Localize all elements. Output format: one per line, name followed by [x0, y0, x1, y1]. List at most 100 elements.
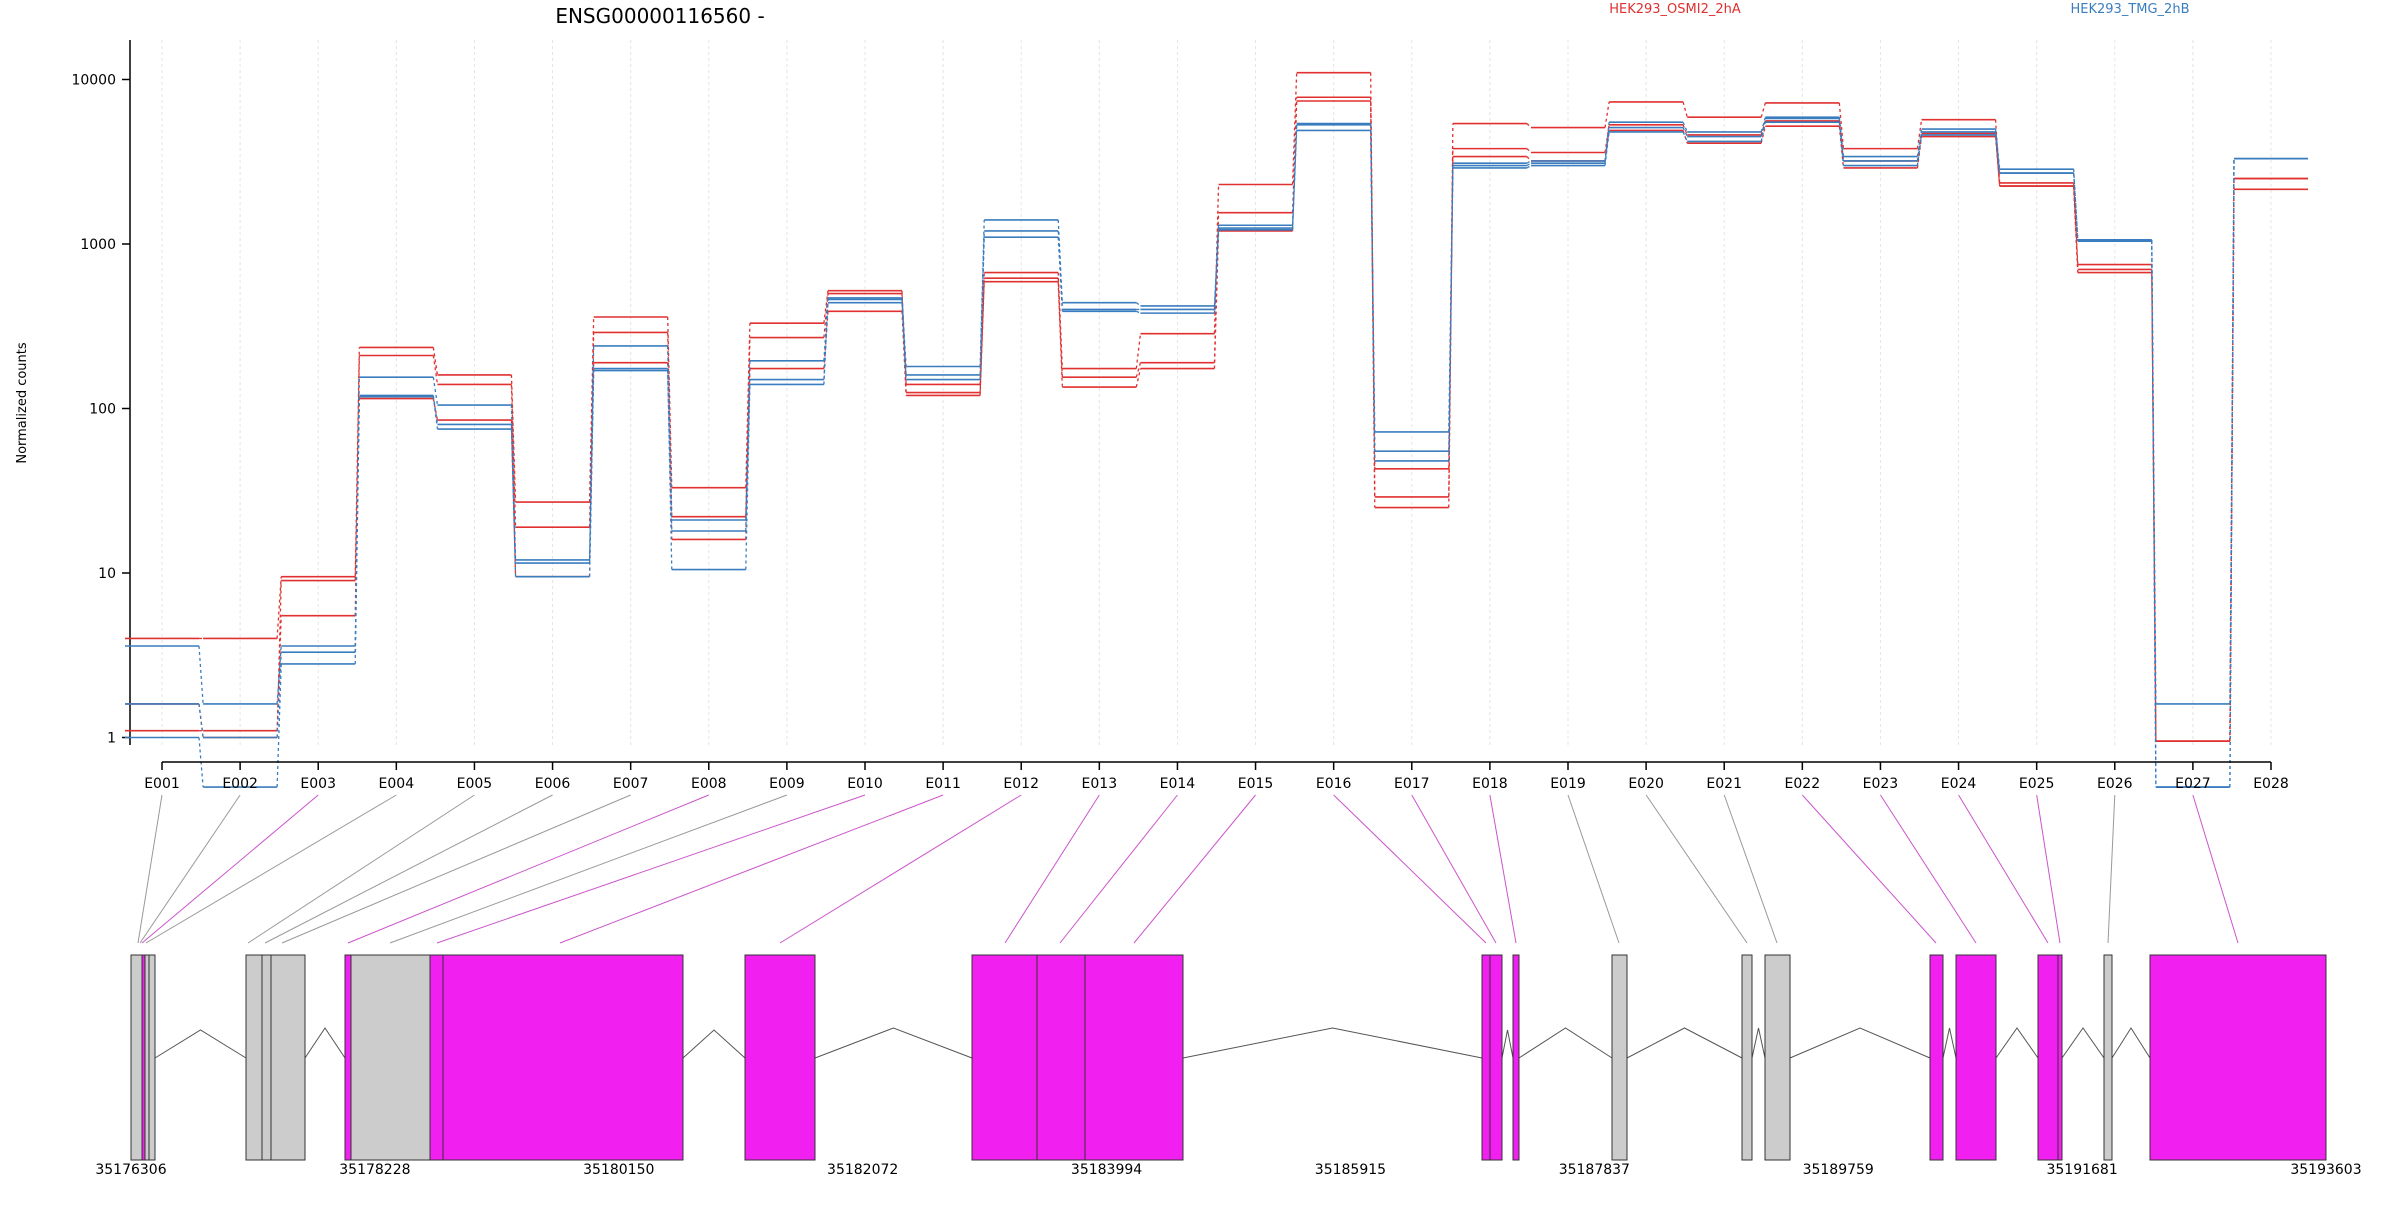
series-connector: [1526, 162, 1532, 167]
exon-box-significant: [971, 954, 1038, 1161]
exon-box-significant: [344, 954, 352, 1161]
exon-guide-lines: [137, 794, 2239, 944]
series-connector: [2073, 186, 2079, 273]
series-connector: [276, 645, 282, 704]
series-connector: [1370, 130, 1376, 461]
series-connector: [1448, 167, 1454, 461]
series-connector: [276, 576, 282, 639]
exon-box: [261, 954, 272, 1161]
exon-box-significant: [442, 954, 684, 1161]
x-tick-label: E010: [847, 776, 883, 792]
series-connector: [276, 663, 282, 788]
series-connector: [1682, 101, 1688, 118]
exon-box: [1741, 954, 1753, 1161]
series-connector: [1682, 124, 1688, 136]
intron-line: [814, 1027, 973, 1059]
exon-guide-line: [264, 794, 553, 944]
series-connector: [1057, 237, 1063, 312]
series-connector: [1994, 134, 2001, 174]
series-connector: [198, 703, 204, 738]
exon-box-significant: [1512, 954, 1520, 1161]
series-connector: [901, 299, 907, 375]
exon-guide-line: [1133, 794, 1256, 944]
x-tick-label: E019: [1550, 776, 1586, 792]
x-tick-label: E011: [925, 776, 961, 792]
series-3: [125, 100, 2308, 742]
x-axis-exons: E001 E002 E003 E004 E005 E006 E007 E008 E009 E010…: [144, 761, 2289, 792]
series-connector: [198, 703, 204, 738]
series-connector: [667, 370, 673, 532]
intron-line: [154, 1029, 247, 1059]
x-tick-label: E028: [2253, 776, 2289, 792]
exon-box-significant: [1036, 954, 1086, 1161]
series-connector: [1135, 302, 1141, 307]
series-connector: [901, 311, 907, 396]
coordinate-tick-label: 35191681: [2046, 1162, 2117, 1178]
exon-guide-line: [779, 794, 1022, 944]
exon-guide-line: [1004, 794, 1100, 944]
x-tick-label: E026: [2097, 776, 2133, 792]
series-connector: [1291, 130, 1298, 229]
x-tick-label: E009: [769, 776, 805, 792]
exon-guide-line: [141, 794, 319, 944]
series-connector: [1135, 362, 1142, 378]
series-connector: [979, 281, 985, 396]
exon-guide-line: [1645, 794, 1748, 944]
intron-line: [1518, 1027, 1613, 1059]
intron-line: [1995, 1027, 2039, 1059]
series-connector: [432, 355, 439, 385]
coordinate-tick-label: 35180150: [583, 1162, 654, 1178]
exon-guide-line: [1880, 794, 1977, 944]
x-tick-label: E003: [300, 776, 336, 792]
coordinate-tick-label: 35176306: [95, 1162, 166, 1178]
series-connector: [1526, 160, 1532, 164]
exon-guide-line: [139, 794, 241, 944]
series-5: [125, 117, 2308, 788]
series-connector: [1526, 148, 1532, 153]
exon-box: [1764, 954, 1791, 1161]
exon-box: [2103, 954, 2113, 1161]
intron-line: [2111, 1027, 2151, 1059]
series-connector: [1604, 101, 1610, 128]
x-tick-label: E001: [144, 776, 180, 792]
intron-line: [1182, 1027, 1483, 1059]
x-tick-label: E013: [1082, 776, 1118, 792]
series-connector: [2073, 173, 2079, 242]
exon-guide-line: [559, 794, 944, 944]
coordinate-tick-label: 35189759: [1803, 1162, 1874, 1178]
series-4: [125, 116, 2308, 705]
series-connector: [1838, 118, 1845, 161]
exon-guide-line: [145, 794, 397, 944]
series-connector: [1916, 134, 1923, 166]
exon-box-significant: [744, 954, 816, 1161]
series-connector: [1526, 123, 1532, 129]
exon-box-significant: [1489, 954, 1503, 1161]
x-tick-label: E016: [1316, 776, 1352, 792]
y-tick-label: 10000: [71, 73, 116, 89]
legend-label-osmi: HEK293_OSMI2_2hA: [1609, 2, 1741, 17]
intron-line: [1626, 1027, 1743, 1059]
coordinate-tick-label: 35182072: [827, 1162, 898, 1178]
y-axis: 1 10 100 1000 10000: [71, 40, 131, 747]
x-tick-label: E027: [2175, 776, 2211, 792]
chart-title: ENSG00000116560 -: [555, 4, 764, 28]
intron-line: [1942, 1027, 1957, 1059]
exon-box: [245, 954, 263, 1161]
y-tick-label: 10: [98, 566, 116, 582]
exon-guide-line: [347, 794, 709, 944]
intron-line: [682, 1029, 746, 1059]
series-connector: [354, 396, 360, 653]
series-connector: [432, 377, 439, 406]
intron-line: [1751, 1027, 1766, 1059]
series-2: [125, 96, 2308, 742]
exon-box-significant: [1955, 954, 1997, 1161]
series-connector: [1916, 136, 1923, 169]
series-6: [125, 121, 2308, 788]
exon-guide-line: [1059, 794, 1178, 944]
x-tick-label: E024: [1941, 776, 1977, 792]
x-tick-label: E006: [535, 776, 571, 792]
exon-guide-line: [1958, 794, 2049, 944]
series-connector: [1838, 122, 1845, 166]
series-connector: [2229, 158, 2235, 788]
